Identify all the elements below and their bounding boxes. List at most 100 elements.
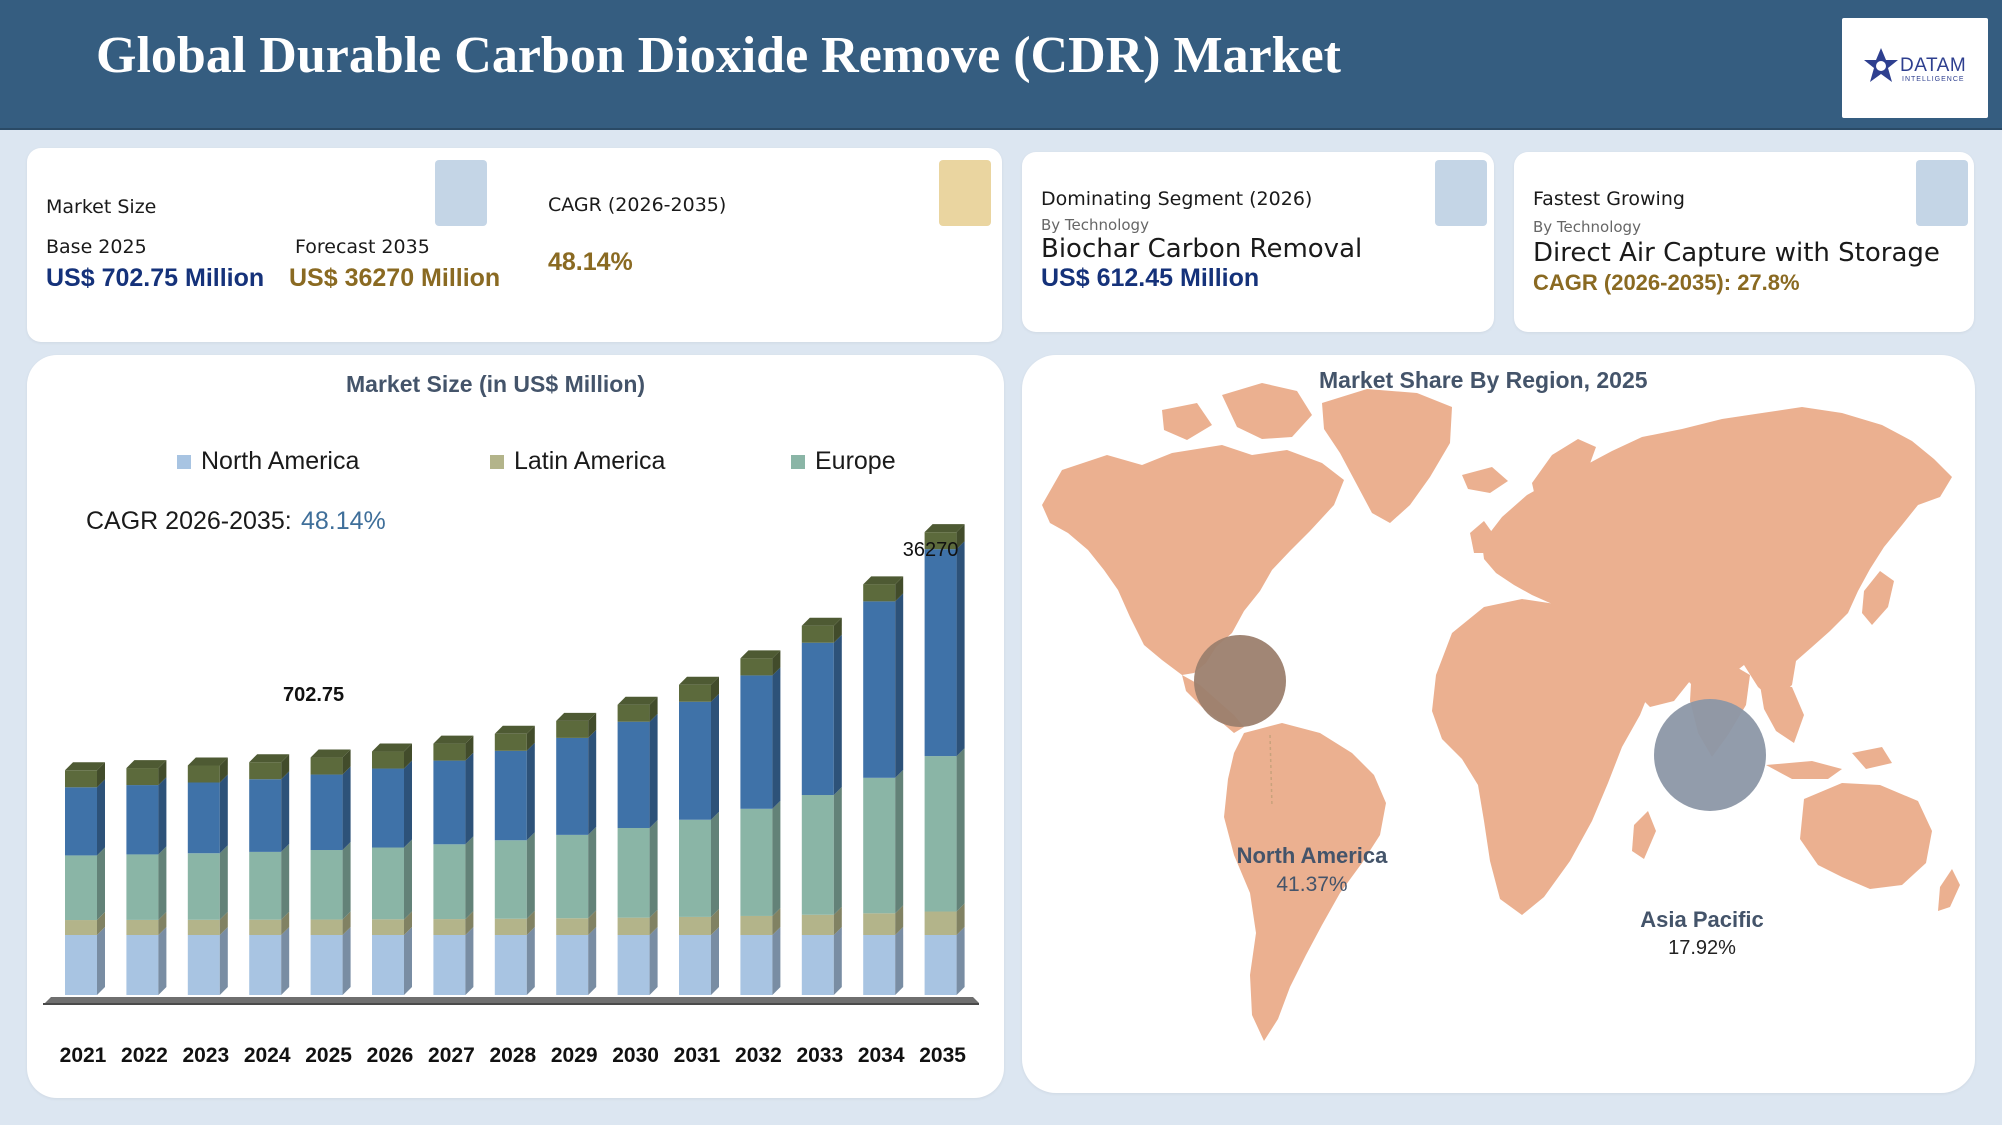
star-icon xyxy=(1864,48,1898,82)
bar-segment-top-2022 xyxy=(126,768,159,786)
bar-segment-latin-america-2033 xyxy=(801,914,834,935)
bar-top-face-2029 xyxy=(556,712,597,721)
bar-segment-north-america-2031 xyxy=(679,701,711,820)
bar-segment-north-america-base-2022 xyxy=(126,935,159,995)
bar-segment-north-america-base-side-2034 xyxy=(895,927,904,995)
bar-segment-europe-side-2033 xyxy=(833,787,842,915)
bar-segment-top-2025 xyxy=(310,757,343,775)
bar-segment-europe-2032 xyxy=(740,808,773,916)
bar-segment-top-2033 xyxy=(801,625,834,643)
bar-segment-europe-2028 xyxy=(494,840,527,919)
bar-segment-latin-america-side-2027 xyxy=(465,911,474,935)
bar-segment-latin-america-2022 xyxy=(126,919,159,935)
bar-segment-north-america-base-2029 xyxy=(556,935,589,995)
bar-segment-europe-side-2029 xyxy=(588,826,597,919)
bar-segment-north-america-base-2023 xyxy=(187,935,220,995)
north-america-bubble xyxy=(1194,635,1286,727)
bar-segment-latin-america-2026 xyxy=(372,919,404,935)
bar-segment-north-america-side-2031 xyxy=(711,693,719,820)
bar-segment-north-america-2025 xyxy=(310,774,343,851)
bar-top-face-2028 xyxy=(494,725,535,734)
bar-segment-latin-america-side-2033 xyxy=(833,906,842,935)
bar-segment-north-america-side-2028 xyxy=(526,742,535,841)
bar-segment-europe-side-2031 xyxy=(711,811,719,917)
bar-segment-north-america-base-2033 xyxy=(801,935,834,995)
bar-segment-north-america-base-side-2032 xyxy=(772,927,781,995)
bar-top-face-2035 xyxy=(924,524,965,533)
market-size-panel: Market Size (in US$ Million) 2021 2022 202… xyxy=(27,355,1004,1098)
logo-subtext: INTELLIGENCE xyxy=(1902,76,1965,83)
bar-segment-latin-america-side-2022 xyxy=(158,911,167,935)
bar-segment-north-america-2022 xyxy=(126,785,159,855)
world-map: North America 41.37% Asia Pacific 17.92% xyxy=(1042,383,1960,1041)
bar-segment-north-america-base-side-2022 xyxy=(158,927,167,995)
bar-segment-top-2028 xyxy=(494,733,527,751)
bar-segment-latin-america-side-2029 xyxy=(588,910,597,935)
bar-segment-latin-america-2025 xyxy=(310,919,343,935)
bar-segment-north-america-side-2032 xyxy=(772,667,781,809)
bar-segment-north-america-base-2031 xyxy=(679,935,711,995)
north-america-land xyxy=(1042,445,1344,675)
legend-label-2: Europe xyxy=(815,447,896,475)
bar-segment-north-america-2028 xyxy=(494,750,527,841)
bar-segment-europe-side-2027 xyxy=(465,836,474,920)
bar-segment-north-america-2021 xyxy=(65,787,97,856)
bar-segment-north-america-base-side-2023 xyxy=(219,927,228,995)
x-tick-label-2032: 2032 xyxy=(735,1044,782,1067)
bar-segment-north-america-base-2026 xyxy=(372,935,404,995)
bar-segment-top-2024 xyxy=(249,762,282,780)
x-tick-label-2024: 2024 xyxy=(244,1044,291,1067)
bar-segment-latin-america-side-2024 xyxy=(281,911,290,935)
bar-segment-top-side-2033 xyxy=(833,617,842,643)
bar-segment-north-america-base-2027 xyxy=(433,935,466,995)
bar-segment-north-america-2023 xyxy=(187,782,220,854)
bar-segment-north-america-side-2026 xyxy=(404,760,412,848)
x-tick-label-2021: 2021 xyxy=(60,1044,107,1067)
bar-top-face-2027 xyxy=(433,735,474,744)
bar-segment-north-america-side-2024 xyxy=(281,771,290,852)
dominating-tile xyxy=(1435,160,1487,226)
bar-segment-north-america-base-2034 xyxy=(863,935,896,995)
dominating-value: US$ 612.45 Million xyxy=(1041,264,1260,292)
bar-segment-north-america-base-2030 xyxy=(617,935,650,995)
logo-text: DATAM xyxy=(1900,55,1967,76)
bar-segment-europe-side-2030 xyxy=(649,819,658,918)
forecast-value: US$ 36270 Million xyxy=(289,264,501,292)
bar-segment-latin-america-side-2026 xyxy=(404,911,412,935)
bar-segment-latin-america-side-2030 xyxy=(649,909,658,935)
bar-segment-europe-2022 xyxy=(126,854,159,920)
dominating-name: Biochar Carbon Removal xyxy=(1041,234,1363,264)
bar-segment-north-america-2032 xyxy=(740,675,773,809)
dominating-by: By Technology xyxy=(1041,216,1149,234)
bar-segment-top-side-2028 xyxy=(526,725,535,751)
bar-segment-north-america-base-side-2026 xyxy=(404,927,412,995)
bar-segment-north-america-base-side-2027 xyxy=(465,927,474,995)
asia-pacific-share: 17.92% xyxy=(1668,937,1736,959)
bar-segment-north-america-base-2028 xyxy=(494,935,527,995)
legend-swatch-1 xyxy=(490,455,504,469)
bar-segment-top-2026 xyxy=(372,751,404,769)
bar-segment-north-america-side-2034 xyxy=(895,593,904,778)
bar-segment-latin-america-side-2034 xyxy=(895,905,904,935)
cagr-tile xyxy=(939,160,991,226)
bar-segment-north-america-2024 xyxy=(249,779,282,852)
cagr-label: CAGR (2026-2035) xyxy=(548,194,727,216)
uk-land xyxy=(1470,521,1494,553)
chart-cagr-value: 48.14% xyxy=(301,507,386,535)
bar-segment-europe-2025 xyxy=(310,850,343,920)
bar-segment-north-america-base-side-2029 xyxy=(588,927,597,995)
bar-segment-europe-2026 xyxy=(372,847,404,920)
bar-segment-north-america-base-side-2033 xyxy=(833,927,842,995)
bar-segment-latin-america-2028 xyxy=(494,918,527,935)
bar-segment-latin-america-2032 xyxy=(740,915,773,935)
arabia-land xyxy=(1606,641,1690,707)
fastest-label: Fastest Growing xyxy=(1533,188,1685,210)
bar-segment-europe-2030 xyxy=(617,827,650,918)
data-label-2035: 36270 xyxy=(903,539,959,561)
legend-swatch-0 xyxy=(177,455,191,469)
bar-segment-latin-america-side-2035 xyxy=(956,903,965,935)
bar-segment-top-2030 xyxy=(617,704,650,722)
map-markers xyxy=(1194,635,1766,811)
bar-segment-latin-america-2021 xyxy=(65,920,97,935)
north-america-share: 41.37% xyxy=(1276,873,1347,896)
